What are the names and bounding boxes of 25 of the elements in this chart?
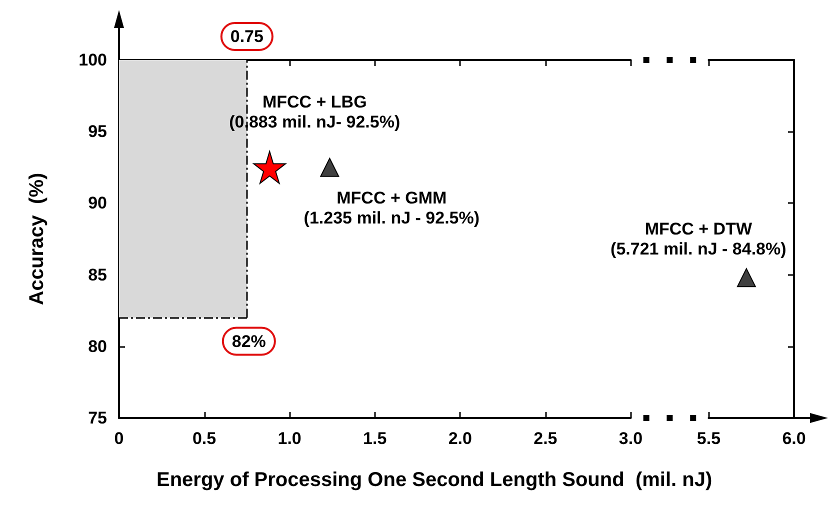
x-tick-label: 6.0 <box>782 429 806 448</box>
y-tick-label: 75 <box>88 408 107 428</box>
x-axis-title: Energy of Processing One Second Length Sound (mil. nJ) <box>156 469 712 491</box>
y-tick-label: 100 <box>78 50 107 70</box>
data-label: (1.235 mil. nJ - 92.5%) <box>304 208 480 228</box>
series-label: MFCC + GMM <box>336 188 447 208</box>
y-axis-title: Accuracy (%) <box>26 172 48 306</box>
x-tick-label: 1.0 <box>278 429 302 448</box>
ref-line-label: 0.75 <box>230 27 264 46</box>
ref-line-label: 82% <box>232 332 266 351</box>
y-tick-label: 80 <box>88 336 107 356</box>
series-label: MFCC + DTW <box>644 220 753 239</box>
x-tick-label: 1.5 <box>363 429 387 448</box>
x-tick-label: 0.5 <box>192 429 216 448</box>
x-tick-label: 0 <box>114 429 124 448</box>
x-tick-label: 2.5 <box>534 429 558 448</box>
data-label: (5.721 mil. nJ - 84.8%) <box>610 240 786 259</box>
x-tick-label: 5.5 <box>696 429 721 448</box>
y-tick-label: 90 <box>88 194 107 213</box>
data-label: (0.883 mil. nJ- 92.5%) <box>229 112 400 132</box>
y-tick-label: 95 <box>88 122 107 142</box>
x-tick-label: 2.0 <box>448 429 472 448</box>
y-tick-label: 85 <box>88 265 107 284</box>
text: MFCC + LBG <box>262 92 367 112</box>
x-tick-label: 3.0 <box>618 429 643 448</box>
